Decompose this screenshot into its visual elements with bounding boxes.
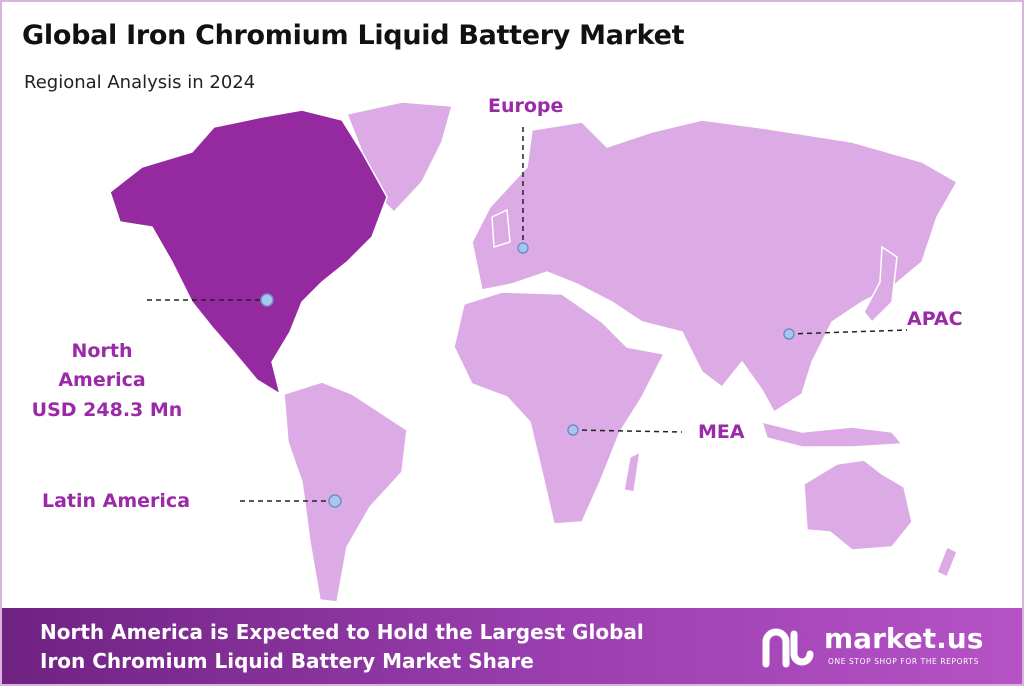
north-america [109, 109, 388, 396]
brand-logo [762, 628, 814, 668]
region-label: Latin America [42, 490, 191, 512]
region-label: MEA [698, 421, 745, 443]
brand-name: market.us [824, 622, 984, 655]
footer-text: North America is Expected to Hold the La… [40, 620, 644, 644]
subtitle: Regional Analysis in 2024 [24, 72, 256, 93]
footer-banner [2, 608, 1022, 684]
madagascar [623, 450, 641, 493]
new-zealand [936, 545, 958, 579]
leader-line [572, 429, 683, 433]
region-label: Europe [488, 95, 564, 117]
uk [491, 208, 511, 248]
region-marker [783, 328, 795, 340]
region-label: APAC [907, 308, 963, 330]
australia [803, 459, 913, 551]
latin-america [283, 381, 408, 603]
japan [863, 245, 898, 324]
region-marker [517, 242, 529, 254]
region-value: USD 248.3 Mn [31, 399, 183, 421]
brand-tagline: ONE STOP SHOP FOR THE REPORTS [828, 657, 979, 666]
world-map [109, 101, 959, 603]
region-marker [260, 293, 274, 307]
leader-line [788, 329, 908, 335]
region-marker [328, 494, 342, 508]
region-label: North America [58, 340, 146, 391]
footer-text: Iron Chromium Liquid Battery Market Shar… [40, 649, 534, 673]
title: Global Iron Chromium Liquid Battery Mark… [22, 20, 685, 51]
africa [453, 291, 666, 525]
indonesia [760, 420, 904, 448]
region-marker [567, 424, 579, 436]
